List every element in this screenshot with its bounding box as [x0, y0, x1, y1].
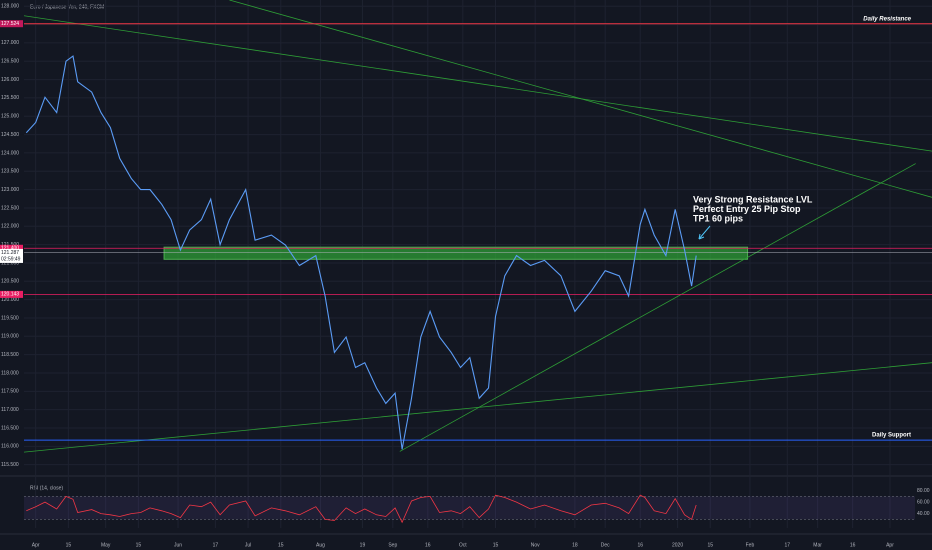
annotation-arrowhead [698, 233, 705, 240]
y-tick-label: 115.500 [1, 462, 19, 468]
price-line [25, 55, 697, 450]
y-tick-label: 118.000 [1, 370, 19, 376]
y-tick-label: 122.000 [1, 224, 19, 230]
price-tag [0, 290, 23, 298]
y-tick-label: 119.000 [1, 334, 19, 340]
rsi-title: RSI (14, close) [30, 485, 63, 491]
rsi-tick-label: 40.00 [917, 511, 930, 517]
annotation: Perfect Entry 25 Pip Stop [693, 204, 801, 214]
x-tick-label: 16 [850, 542, 856, 548]
trend-line [399, 163, 916, 452]
y-tick-label: 125.500 [1, 95, 19, 101]
price-tag-label: 120.143 [1, 292, 19, 298]
x-tick-label: Dec [601, 542, 610, 548]
y-tick-label: 120.000 [1, 297, 19, 303]
chart-title: Euro / Japanese Yen, 240, FXCM [30, 4, 104, 10]
y-tick-label: 121.000 [1, 260, 19, 266]
x-tick-label: Apr [886, 542, 894, 548]
trend-line [24, 15, 932, 152]
x-tick-label: 15 [278, 542, 284, 548]
x-tick-label: 15 [136, 542, 142, 548]
price-tag [0, 248, 23, 263]
x-tick-label: 19 [360, 542, 366, 548]
x-tick-label: Nov [531, 542, 540, 548]
x-tick-label: 15 [707, 542, 713, 548]
x-tick-label: Aug [316, 542, 325, 548]
last-price-label: 121.287 [1, 250, 19, 256]
y-tick-label: 122.500 [1, 205, 19, 211]
rsi-tick-label: 60.00 [917, 499, 930, 505]
y-tick-label: 126.500 [1, 59, 19, 65]
x-tick-label: 15 [66, 542, 72, 548]
y-tick-label: 116.000 [1, 444, 19, 450]
y-tick-label: 117.500 [1, 389, 19, 395]
y-tick-label: 126.000 [1, 77, 19, 83]
y-tick-label: 127.000 [1, 40, 19, 46]
y-tick-label: 116.500 [1, 425, 19, 431]
rsi-tick-label: 80.00 [917, 488, 930, 494]
x-tick-label: 16 [425, 542, 431, 548]
price-tag [0, 244, 23, 252]
rsi-band [24, 496, 915, 520]
x-tick-label: Oct [459, 542, 467, 548]
x-tick-label: Jul [245, 542, 251, 548]
price-tag-label: 121.400 [1, 246, 19, 252]
y-tick-label: 123.000 [1, 187, 19, 193]
price-tag-label: 127.524 [1, 21, 19, 27]
y-tick-label: 124.500 [1, 132, 19, 138]
y-tick-label: 117.000 [1, 407, 19, 413]
level-label: Daily Resistance [863, 16, 911, 22]
x-tick-label: 17 [784, 542, 790, 548]
level-label: Daily Support [872, 433, 911, 439]
x-tick-label: 15 [493, 542, 499, 548]
resistance-zone [163, 246, 749, 260]
y-tick-label: 120.500 [1, 279, 19, 285]
annotation-arrow [698, 225, 711, 240]
x-tick-label: Jun [174, 542, 182, 548]
x-tick-label: Sep [388, 542, 397, 548]
rsi-line [26, 494, 697, 524]
y-tick-label: 118.500 [1, 352, 19, 358]
trend-line [24, 362, 932, 453]
x-tick-label: 2020 [672, 542, 683, 548]
x-tick-label: Apr [32, 542, 40, 548]
y-tick-label: 123.500 [1, 169, 19, 175]
x-tick-label: 17 [213, 542, 219, 548]
x-tick-label: Mar [813, 542, 822, 548]
price-tag [0, 20, 23, 28]
countdown: 02:59:49 [1, 256, 21, 262]
x-tick-label: 18 [572, 542, 578, 548]
trend-line [229, 0, 932, 198]
x-tick-label: 16 [637, 542, 643, 548]
annotation: Very Strong Resistance LVL [693, 194, 813, 204]
x-tick-label: Feb [746, 542, 755, 548]
annotation: TP1 60 pips [693, 213, 743, 223]
y-tick-label: 128.000 [1, 4, 19, 10]
y-tick-label: 125.000 [1, 114, 19, 120]
y-tick-label: 124.000 [1, 150, 19, 156]
y-tick-label: 119.500 [1, 315, 19, 321]
x-tick-label: May [101, 542, 111, 548]
